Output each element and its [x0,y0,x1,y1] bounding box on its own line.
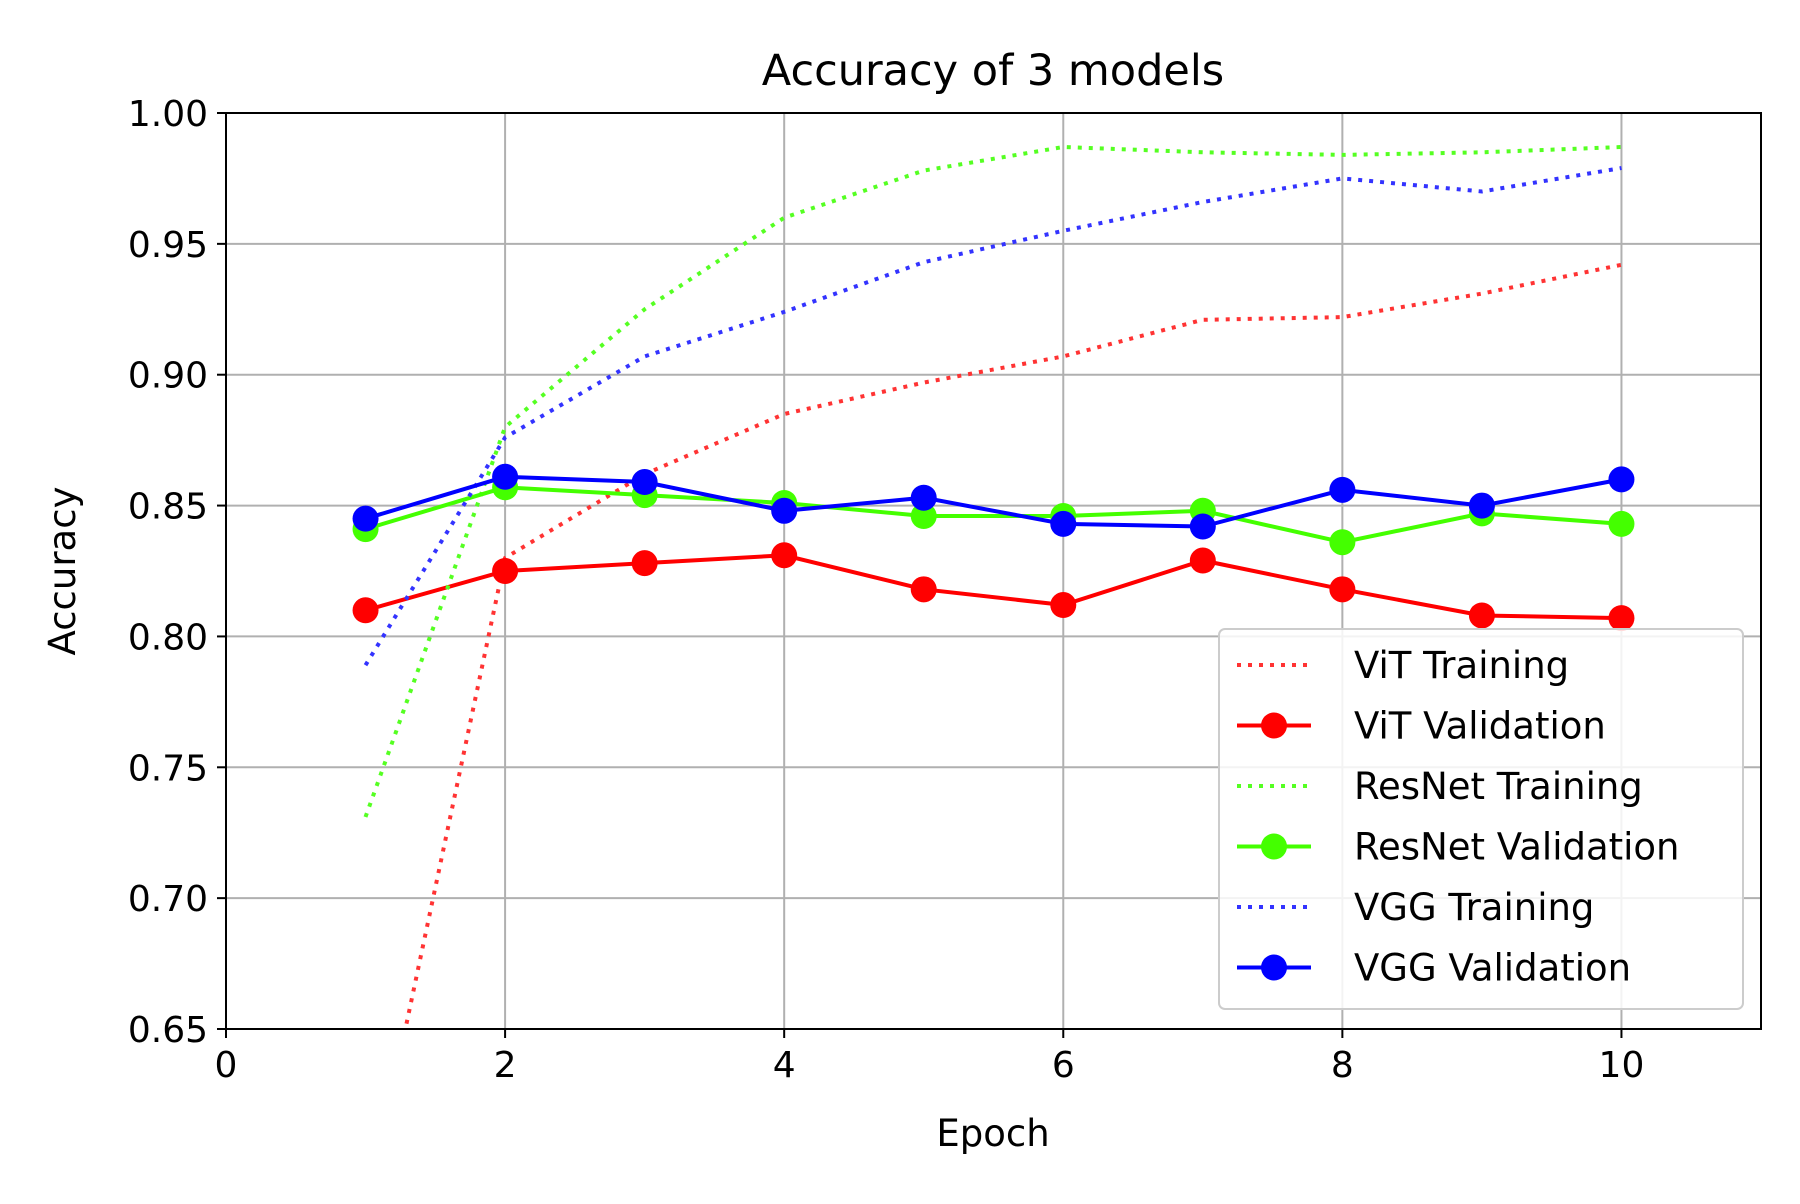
vgg-validation-legend-label: VGG Validation [1354,947,1631,990]
chart-title: Accuracy of 3 models [762,46,1224,96]
vgg-validation-line [364,474,1622,529]
y-tick-label: 0.70 [128,879,208,920]
x-tick-label: 10 [1599,1045,1645,1086]
vgg-validation-point [1189,513,1216,540]
y-tick-label: 0.75 [128,748,208,789]
resnet-training-legend-label: ResNet Training [1354,765,1643,808]
y-tick-label: 0.90 [128,356,208,397]
resnet-validation-point [1608,510,1635,537]
legend-box [1218,628,1744,1010]
x-axis-label: Epoch [936,1112,1049,1155]
x-tick-label: 4 [773,1045,796,1086]
resnet-validation-legend-marker [1261,833,1287,860]
resnet-validation-line [364,485,1622,545]
y-tick-label: 0.65 [128,1010,208,1051]
vgg-validation-point [1329,476,1356,503]
vgg-training-line [363,166,1622,667]
y-axis-label: Accuracy [41,487,84,656]
resnet-validation-point [910,503,937,530]
vit-validation-legend-label: ViT Validation [1354,705,1606,748]
vgg-validation-point [771,497,798,524]
vit-validation-point [1468,602,1495,629]
vgg-validation-point [910,484,937,511]
x-tick-label: 2 [494,1045,517,1086]
vgg-validation-point [1050,510,1077,537]
x-tick-label: 8 [1331,1045,1354,1086]
x-tick-label: 0 [215,1045,238,1086]
resnet-training-line [363,144,1622,818]
vgg-validation-point [1608,466,1635,493]
vgg-validation-point [1468,492,1495,519]
vgg-validation-legend-marker [1261,954,1287,981]
plot-series [352,144,1635,1029]
vgg-training-legend-label: VGG Training [1354,886,1594,929]
resnet-validation-point [1329,529,1356,556]
y-tick-label: 0.85 [128,487,208,528]
vgg-validation-point [352,505,379,532]
plot-frame [225,112,1762,1030]
vit-validation-point [910,576,937,603]
vit-validation-point [631,550,658,577]
axis-ticks: 0 2 4 6 8 10 0.65 0.70 0.75 0.80 0.85 0.90 0.95 1.00 [128,94,1645,1086]
vit-training-legend-label: ViT Training [1354,644,1569,687]
y-tick-label: 0.80 [128,617,208,658]
vit-validation-point [1189,547,1216,574]
vit-validation-point [771,542,798,569]
vit-validation-point [1608,605,1635,632]
vit-validation-point [1050,592,1077,619]
vit-validation-line [364,553,1622,621]
vit-validation-point [1329,576,1356,603]
vit-validation-point [352,597,379,624]
y-tick-label: 1.00 [128,94,208,135]
vgg-validation-point [631,469,658,496]
y-tick-label: 0.95 [128,225,208,266]
vit-validation-point [492,558,519,584]
legend: ViT Training ViT Validation ResNet Trainin… [1218,628,1744,1010]
vgg-validation-point [492,463,519,490]
vit-validation-legend-marker [1261,712,1287,739]
resnet-validation-legend-label: ResNet Validation [1354,826,1680,869]
vit-training-line [403,262,1622,1029]
x-tick-label: 6 [1052,1045,1075,1086]
